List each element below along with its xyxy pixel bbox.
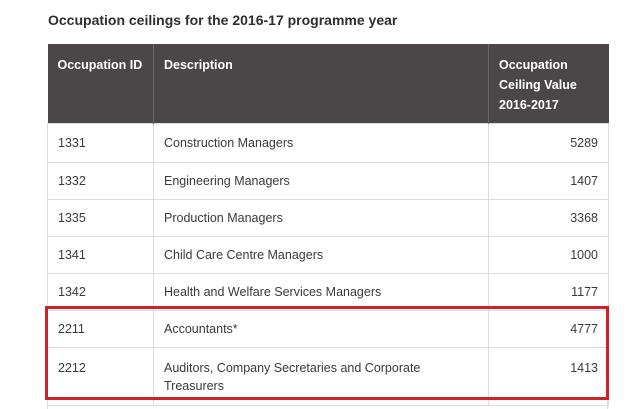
cell-ceiling-value: 1177 — [488, 273, 609, 311]
cell-occupation-id: 2212 — [47, 347, 154, 406]
table-row: 1332 Engineering Managers 1407 — [47, 162, 609, 200]
cell-description: Auditors, Company Secretaries and Corpor… — [153, 347, 489, 406]
header-ceiling-value-line2: Ceiling Value — [499, 78, 577, 92]
table-header-row: Occupation ID Description Occupation Cei… — [47, 44, 609, 124]
cell-ceiling-value: 3368 — [488, 199, 609, 237]
cell-occupation-id: 2211 — [47, 310, 154, 348]
table-row: 1335 Production Managers 3368 — [47, 199, 609, 237]
cell-occupation-id: 1342 — [47, 273, 154, 311]
cell-description: Engineering Managers — [153, 162, 489, 200]
cell-occupation-id: 1335 — [47, 199, 154, 237]
cell-description: Production Managers — [153, 199, 489, 237]
table-caption: Occupation ceilings for the 2016-17 prog… — [48, 12, 398, 28]
table-row: 1341 Child Care Centre Managers 1000 — [47, 236, 609, 274]
header-ceiling-value: Occupation Ceiling Value 2016-2017 — [488, 44, 609, 124]
cell-description: Accountants* — [153, 310, 489, 348]
occupation-ceilings-table: Occupation ID Description Occupation Cei… — [47, 44, 609, 406]
cell-occupation-id: 1341 — [47, 236, 154, 274]
table-row: 2211 Accountants* 4777 — [47, 310, 609, 348]
cell-occupation-id: 1331 — [47, 123, 154, 163]
table-continuation — [47, 400, 608, 409]
table-row: 1331 Construction Managers 5289 — [47, 123, 609, 163]
cell-ceiling-value: 4777 — [488, 310, 609, 348]
header-description: Description — [153, 44, 489, 124]
cell-description: Health and Welfare Services Managers — [153, 273, 489, 311]
header-ceiling-value-line3: 2016-2017 — [499, 98, 559, 112]
cell-ceiling-value: 1000 — [488, 236, 609, 274]
cell-ceiling-value: 5289 — [488, 123, 609, 163]
cell-ceiling-value: 1413 — [488, 347, 609, 406]
header-ceiling-value-line1: Occupation — [499, 58, 568, 72]
cell-ceiling-value: 1407 — [488, 162, 609, 200]
header-occupation-id: Occupation ID — [47, 44, 154, 124]
table-row: 2212 Auditors, Company Secretaries and C… — [47, 347, 609, 406]
table-row: 1342 Health and Welfare Services Manager… — [47, 273, 609, 311]
cell-occupation-id: 1332 — [47, 162, 154, 200]
cell-description: Construction Managers — [153, 123, 489, 163]
cell-description: Child Care Centre Managers — [153, 236, 489, 274]
